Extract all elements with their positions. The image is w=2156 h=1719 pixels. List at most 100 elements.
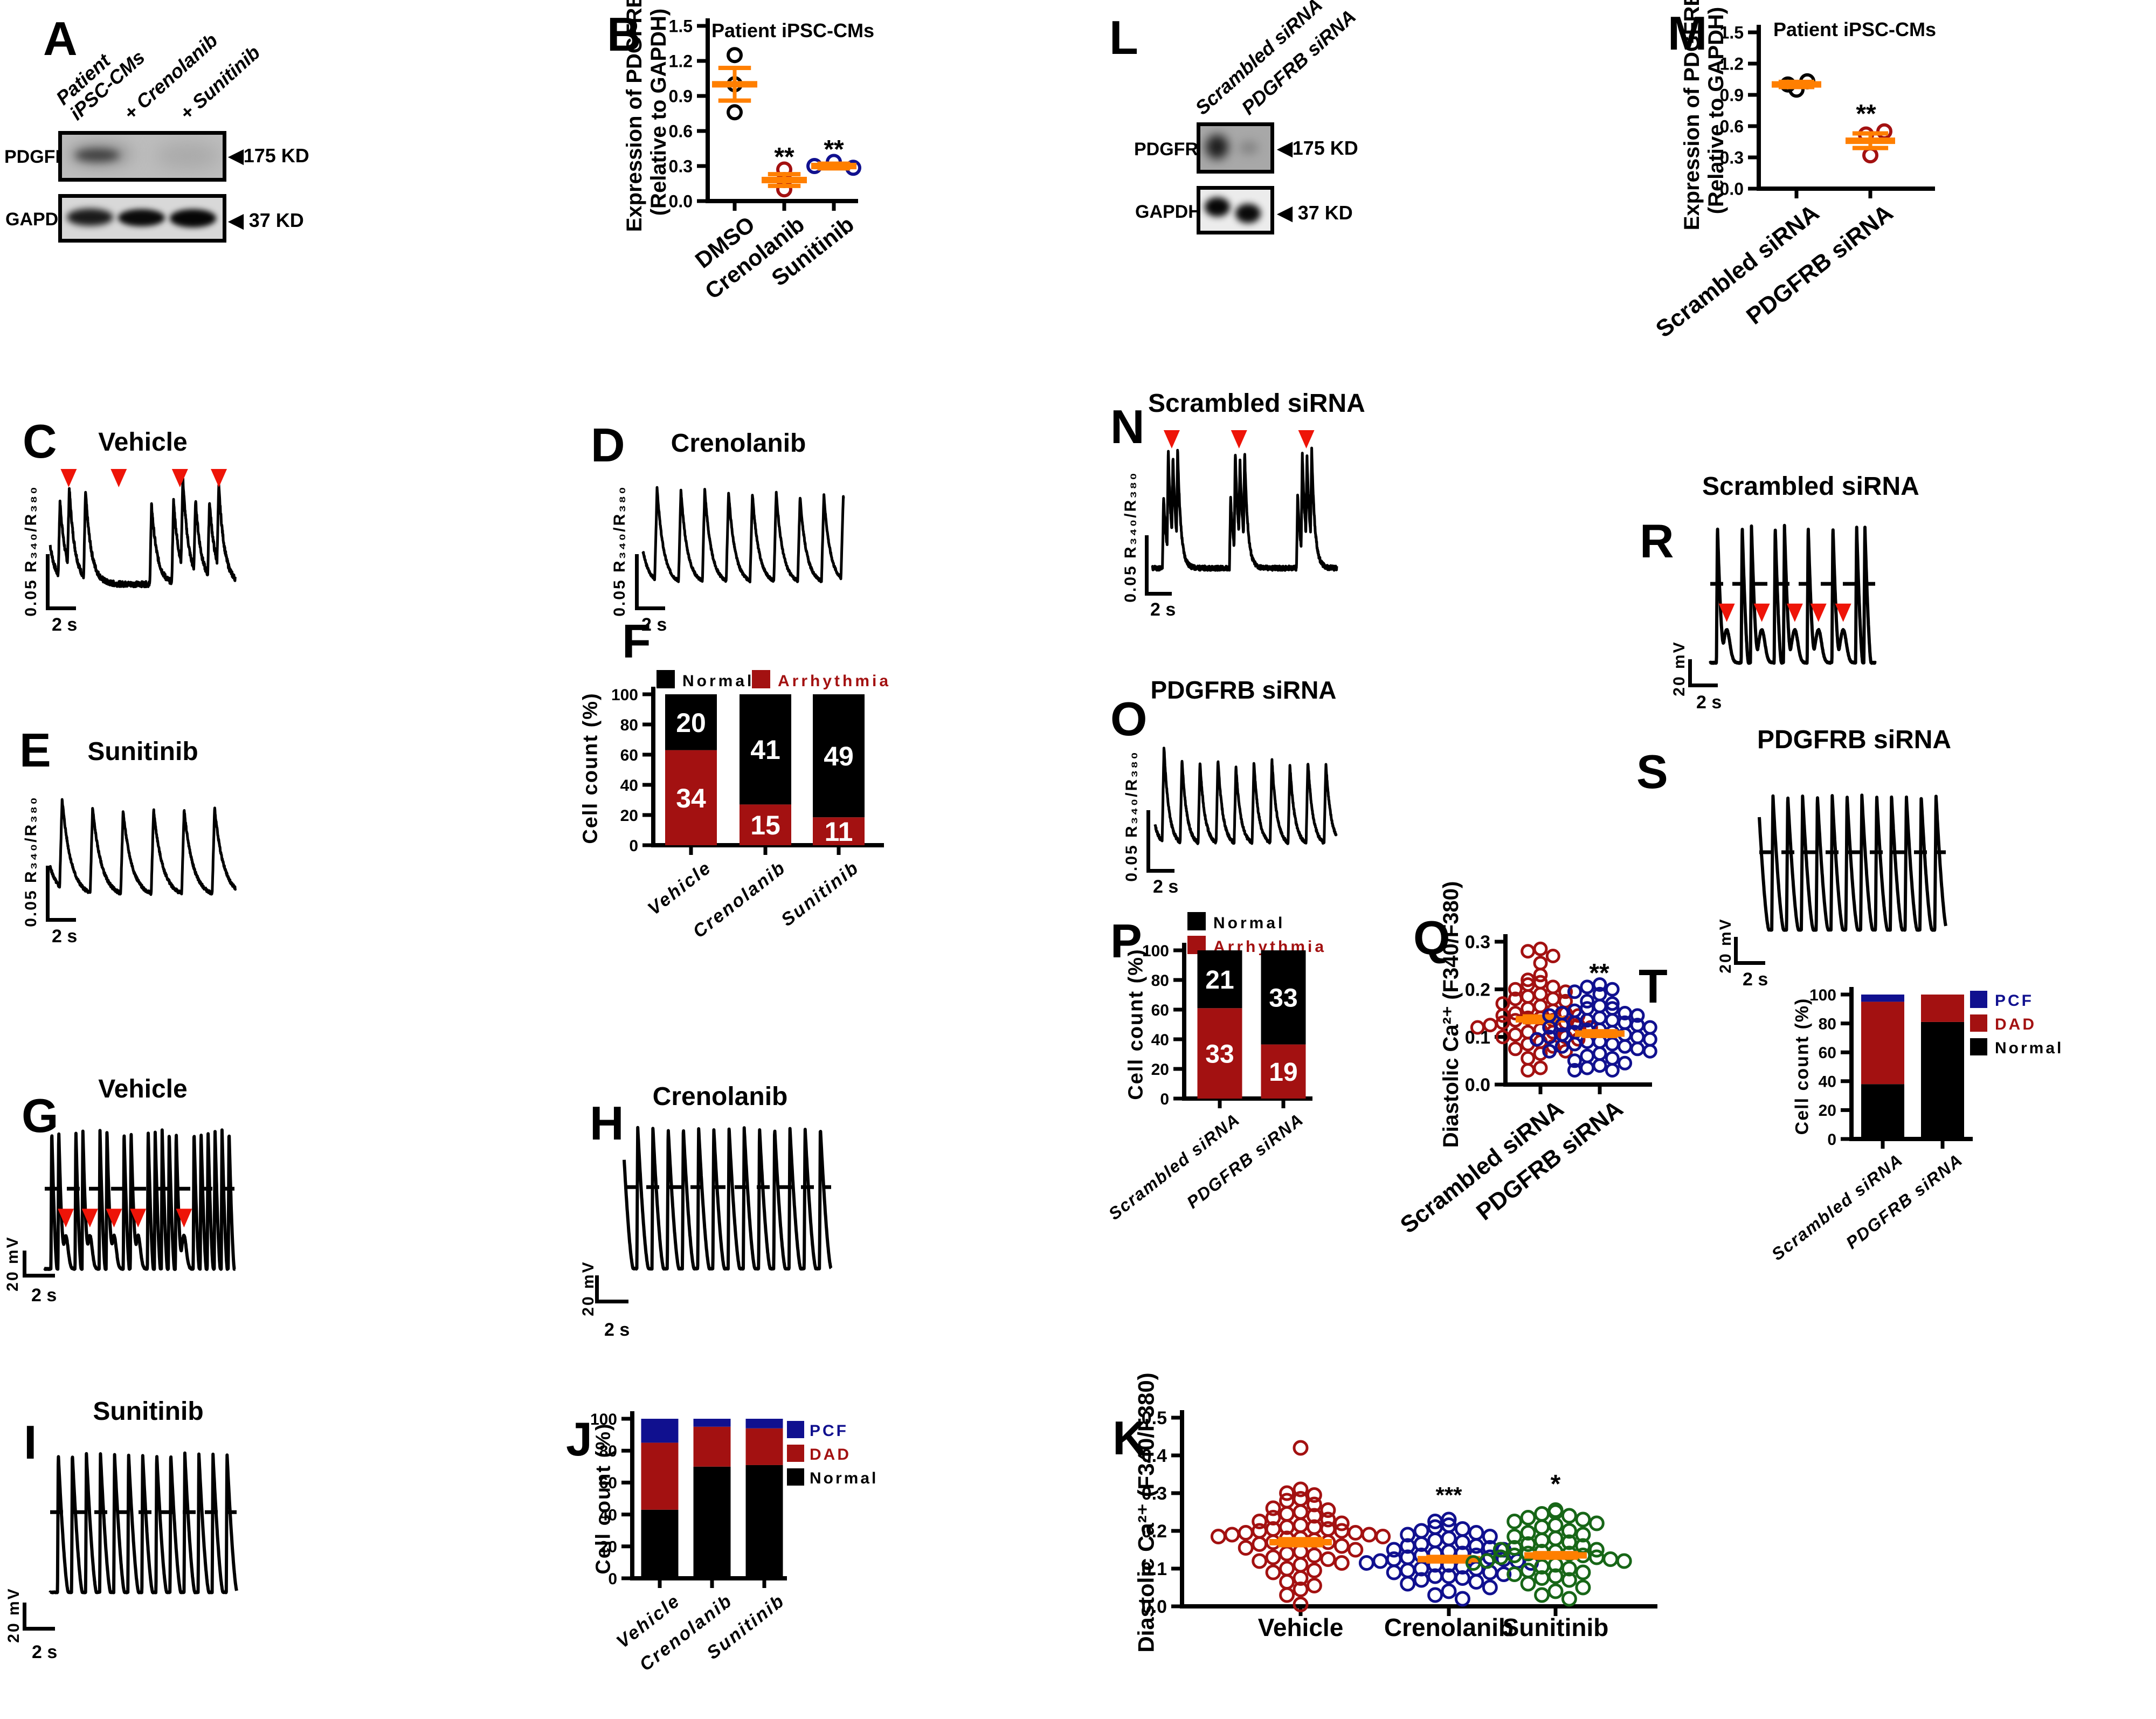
panel-i-title: Sunitinib [93, 1397, 204, 1426]
blot-image-gapdh-a [58, 194, 226, 243]
panel-t-chart: 0 20 40 60 80 100 [1809, 986, 1973, 1149]
panel-o-title: PDGFRB siRNA [1150, 676, 1337, 704]
amplitude-scale-bar [1734, 937, 1738, 965]
panel-r-trace [1709, 523, 1877, 665]
svg-text:0.3: 0.3 [1142, 1483, 1167, 1504]
svg-text:0.5: 0.5 [1142, 1408, 1167, 1428]
panel-r-title: Scrambled siRNA [1702, 472, 1919, 501]
svg-text:60: 60 [1819, 1044, 1836, 1062]
svg-text:11: 11 [825, 817, 853, 847]
svg-text:0.0: 0.0 [1465, 1075, 1490, 1095]
time-scale-bar [1145, 592, 1172, 596]
panel-e-trace [49, 798, 237, 896]
svg-text:0.2: 0.2 [1465, 980, 1490, 1000]
time-scale-label: 2 s [641, 615, 667, 635]
svg-text:80: 80 [1819, 1015, 1836, 1033]
x-label-vehicle: Vehicle [1257, 1613, 1344, 1641]
blot-band [1239, 141, 1259, 154]
time-scale-bar [1146, 869, 1174, 873]
time-scale-label: 2 s [1696, 692, 1722, 713]
panel-e-title: Sunitinib [87, 737, 198, 766]
svg-text:0.6: 0.6 [669, 122, 693, 141]
legend-normal-label: Normal [1213, 914, 1286, 932]
panel-g-trace [43, 1128, 236, 1271]
legend-normal-swatch [787, 1468, 804, 1486]
panel-b-letter: B [607, 8, 641, 61]
panel-j-letter: J [566, 1412, 592, 1466]
marker-37kd-l: ◀ 37 KD [1277, 202, 1353, 224]
legend-arrhythmia-label: Arrhythmia [778, 672, 892, 690]
amplitude-scale-bar [1688, 659, 1692, 687]
svg-text:34: 34 [676, 783, 706, 813]
svg-text:41: 41 [750, 735, 780, 765]
svg-text:40: 40 [1819, 1073, 1836, 1091]
blot-band [1235, 203, 1261, 224]
panel-m-letter: M [1668, 6, 1708, 60]
marker-text: 37 KD [243, 209, 304, 231]
panel-n-title: Scrambled siRNA [1148, 389, 1365, 418]
svg-text:19: 19 [1269, 1058, 1297, 1087]
panel-c-title: Vehicle [98, 428, 188, 457]
svg-text:0.4: 0.4 [1142, 1446, 1167, 1466]
significance-marker: *** [1435, 1482, 1462, 1508]
panel-f-chart: 0 20 40 60 80 100 34 20 15 41 11 49 [611, 686, 884, 855]
time-scale-bar [23, 1627, 55, 1631]
svg-text:20: 20 [1151, 1061, 1169, 1079]
panel-g-letter: G [22, 1089, 59, 1142]
svg-text:0: 0 [608, 1570, 617, 1588]
svg-text:0.3: 0.3 [1465, 932, 1490, 952]
time-scale-bar [1688, 684, 1718, 687]
legend-arrhythmia-swatch [752, 670, 770, 688]
blot-band [155, 142, 220, 169]
svg-text:0.3: 0.3 [669, 157, 693, 176]
panel-s-trace [1758, 793, 1947, 932]
panel-r-letter: R [1640, 514, 1674, 568]
svg-text:21: 21 [1205, 966, 1234, 995]
time-scale-label: 2 s [604, 1320, 630, 1340]
panel-o-trace [1153, 747, 1338, 845]
blot-band [1204, 197, 1230, 217]
band-arrow-icon: ◀ [1277, 137, 1293, 159]
amplitude-scale-bar [46, 866, 50, 922]
time-scale-bar [23, 1274, 55, 1278]
panel-p-letter: P [1110, 914, 1142, 968]
panel-b-title: Patient iPSC-CMs [711, 19, 875, 42]
panel-s-letter: S [1636, 745, 1668, 798]
svg-text:40: 40 [1151, 1031, 1169, 1049]
time-scale-bar [635, 606, 665, 610]
svg-text:80: 80 [1151, 972, 1169, 990]
time-scale-label: 2 s [32, 1642, 58, 1662]
blot-band [1206, 135, 1228, 159]
amplitude-scale-bar [23, 1251, 26, 1278]
panel-q-letter: Q [1413, 911, 1450, 964]
amplitude-scale-bar [1146, 810, 1150, 873]
band-arrow-icon: ◀ [1277, 202, 1293, 224]
panel-m-title: Patient iPSC-CMs [1773, 18, 1937, 40]
amplitude-scale-bar [635, 554, 639, 610]
blot-band [66, 208, 114, 226]
panel-n-trace [1151, 430, 1338, 572]
panel-c-letter: C [23, 415, 57, 468]
time-scale-label: 2 s [52, 926, 78, 947]
time-scale-label: 2 s [1743, 969, 1768, 990]
blot-band [74, 148, 120, 162]
panel-o-letter: O [1110, 692, 1148, 745]
legend-pcf-label: PCF [810, 1422, 848, 1440]
svg-text:0.0: 0.0 [1720, 180, 1744, 199]
marker-text: 37 KD [1292, 202, 1353, 224]
legend-normal-label: Normal [1995, 1039, 2064, 1057]
amplitude-scale-bar [23, 1603, 26, 1631]
svg-text:15: 15 [750, 810, 780, 840]
svg-text:40: 40 [599, 1506, 617, 1524]
time-scale-bar [46, 918, 76, 922]
panel-h-trace [623, 1126, 833, 1271]
svg-text:0.9: 0.9 [669, 87, 693, 106]
svg-text:0.1: 0.1 [1142, 1559, 1167, 1579]
legend-dad-label: DAD [1995, 1016, 2036, 1033]
blot-band [118, 209, 165, 227]
x-label-crenolanib: Crenolanib [1384, 1613, 1514, 1641]
blot-image-pdgfrb-a [58, 131, 226, 182]
panel-n-letter: N [1110, 400, 1145, 453]
significance-marker: ** [774, 143, 794, 171]
